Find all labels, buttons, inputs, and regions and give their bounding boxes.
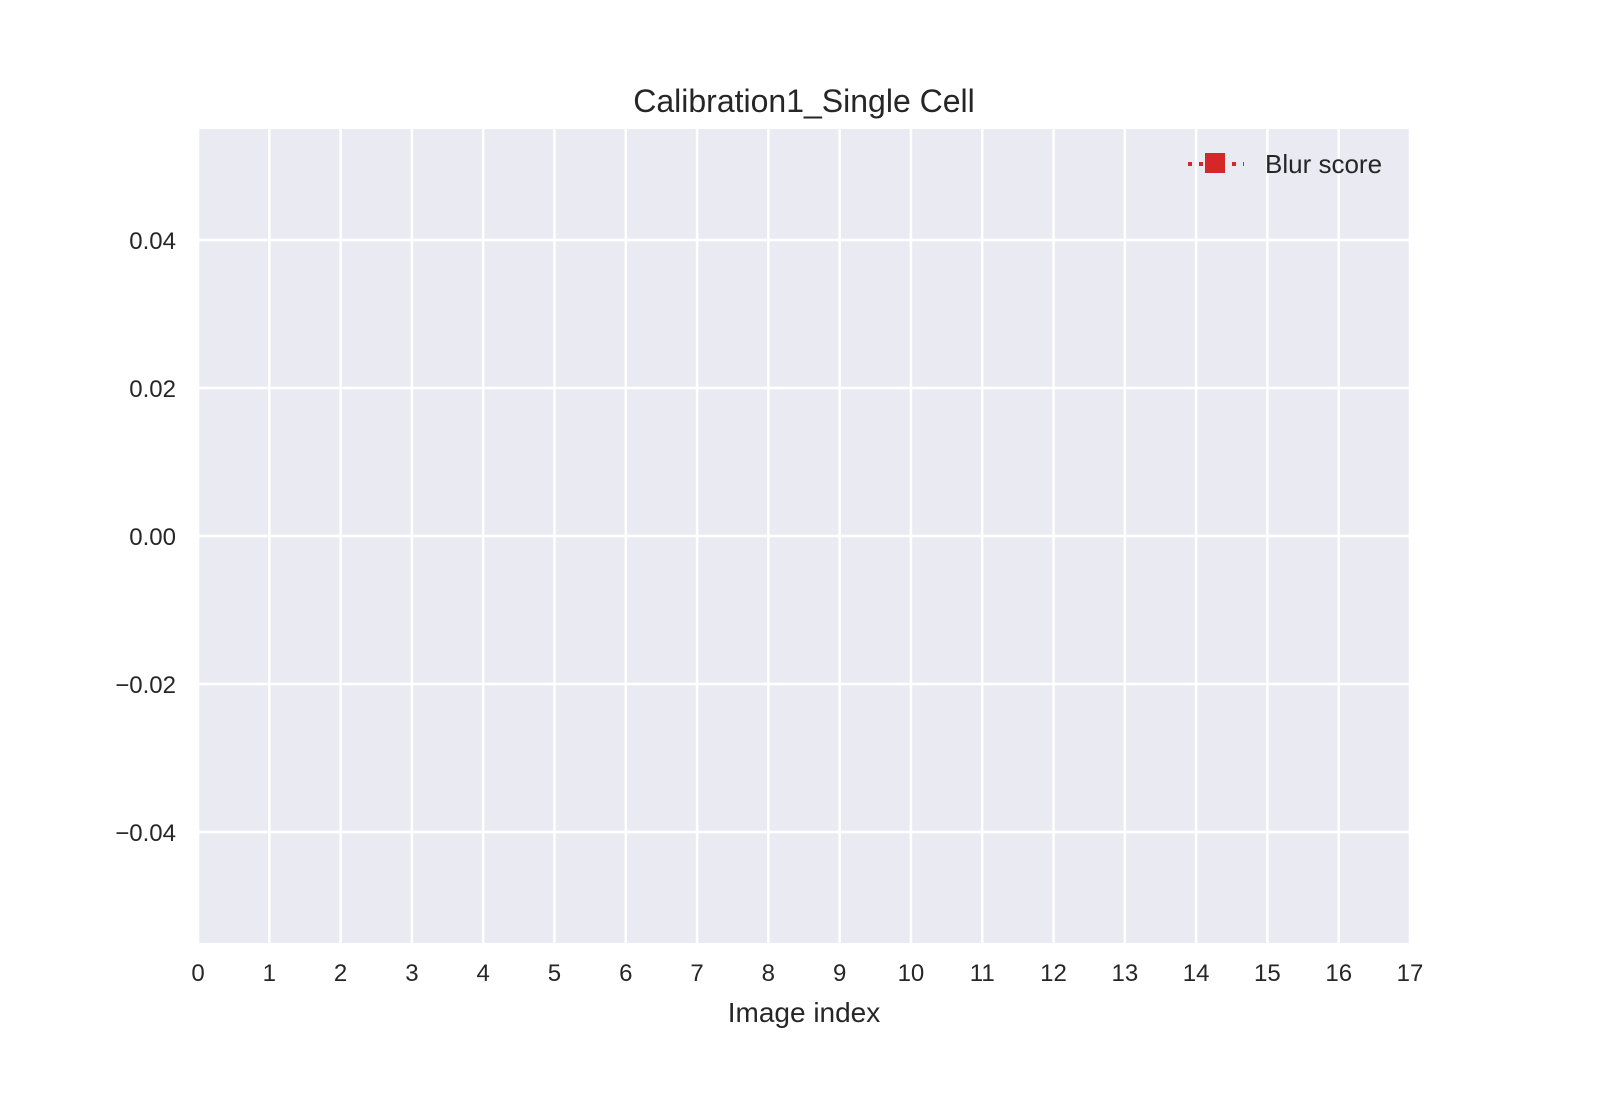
- x-tick-label: 13: [1111, 960, 1138, 987]
- x-tick-label: 14: [1183, 960, 1210, 987]
- y-tick-label: 0.04: [129, 228, 176, 255]
- x-tick-label: 6: [619, 960, 632, 987]
- x-tick-label: 16: [1325, 960, 1352, 987]
- x-axis-label: Image index: [728, 997, 881, 1028]
- legend-label: Blur score: [1265, 149, 1382, 179]
- x-tick-label: 17: [1397, 960, 1424, 987]
- y-tick-labels: 0.04 0.02 0.00 −0.02 −0.04: [115, 228, 176, 847]
- x-tick-label: 9: [833, 960, 846, 987]
- y-tick-label: −0.02: [115, 672, 176, 699]
- x-tick-label: 0: [191, 960, 204, 987]
- x-tick-label: 1: [263, 960, 276, 987]
- x-tick-labels: 0 1 2 3 4 5 6 7 8 9 10 11 12 13 14 15 16 17: [191, 960, 1423, 987]
- legend-square-marker-icon: [1205, 153, 1225, 173]
- y-tick-label: 0.00: [129, 524, 176, 551]
- x-tick-label: 4: [476, 960, 489, 987]
- x-tick-label: 8: [762, 960, 775, 987]
- x-tick-label: 12: [1040, 960, 1067, 987]
- x-tick-label: 7: [690, 960, 703, 987]
- y-tick-label: −0.04: [115, 820, 176, 847]
- legend: Blur score: [1188, 149, 1382, 179]
- x-tick-label: 10: [898, 960, 925, 987]
- y-tick-label: 0.02: [129, 376, 176, 403]
- chart-title: Calibration1_Single Cell: [633, 83, 975, 119]
- y-gridlines: [198, 238, 1410, 834]
- x-tick-label: 11: [970, 960, 995, 987]
- x-tick-label: 5: [548, 960, 561, 987]
- x-tick-label: 2: [334, 960, 347, 987]
- x-tick-label: 15: [1254, 960, 1281, 987]
- x-tick-label: 3: [405, 960, 418, 987]
